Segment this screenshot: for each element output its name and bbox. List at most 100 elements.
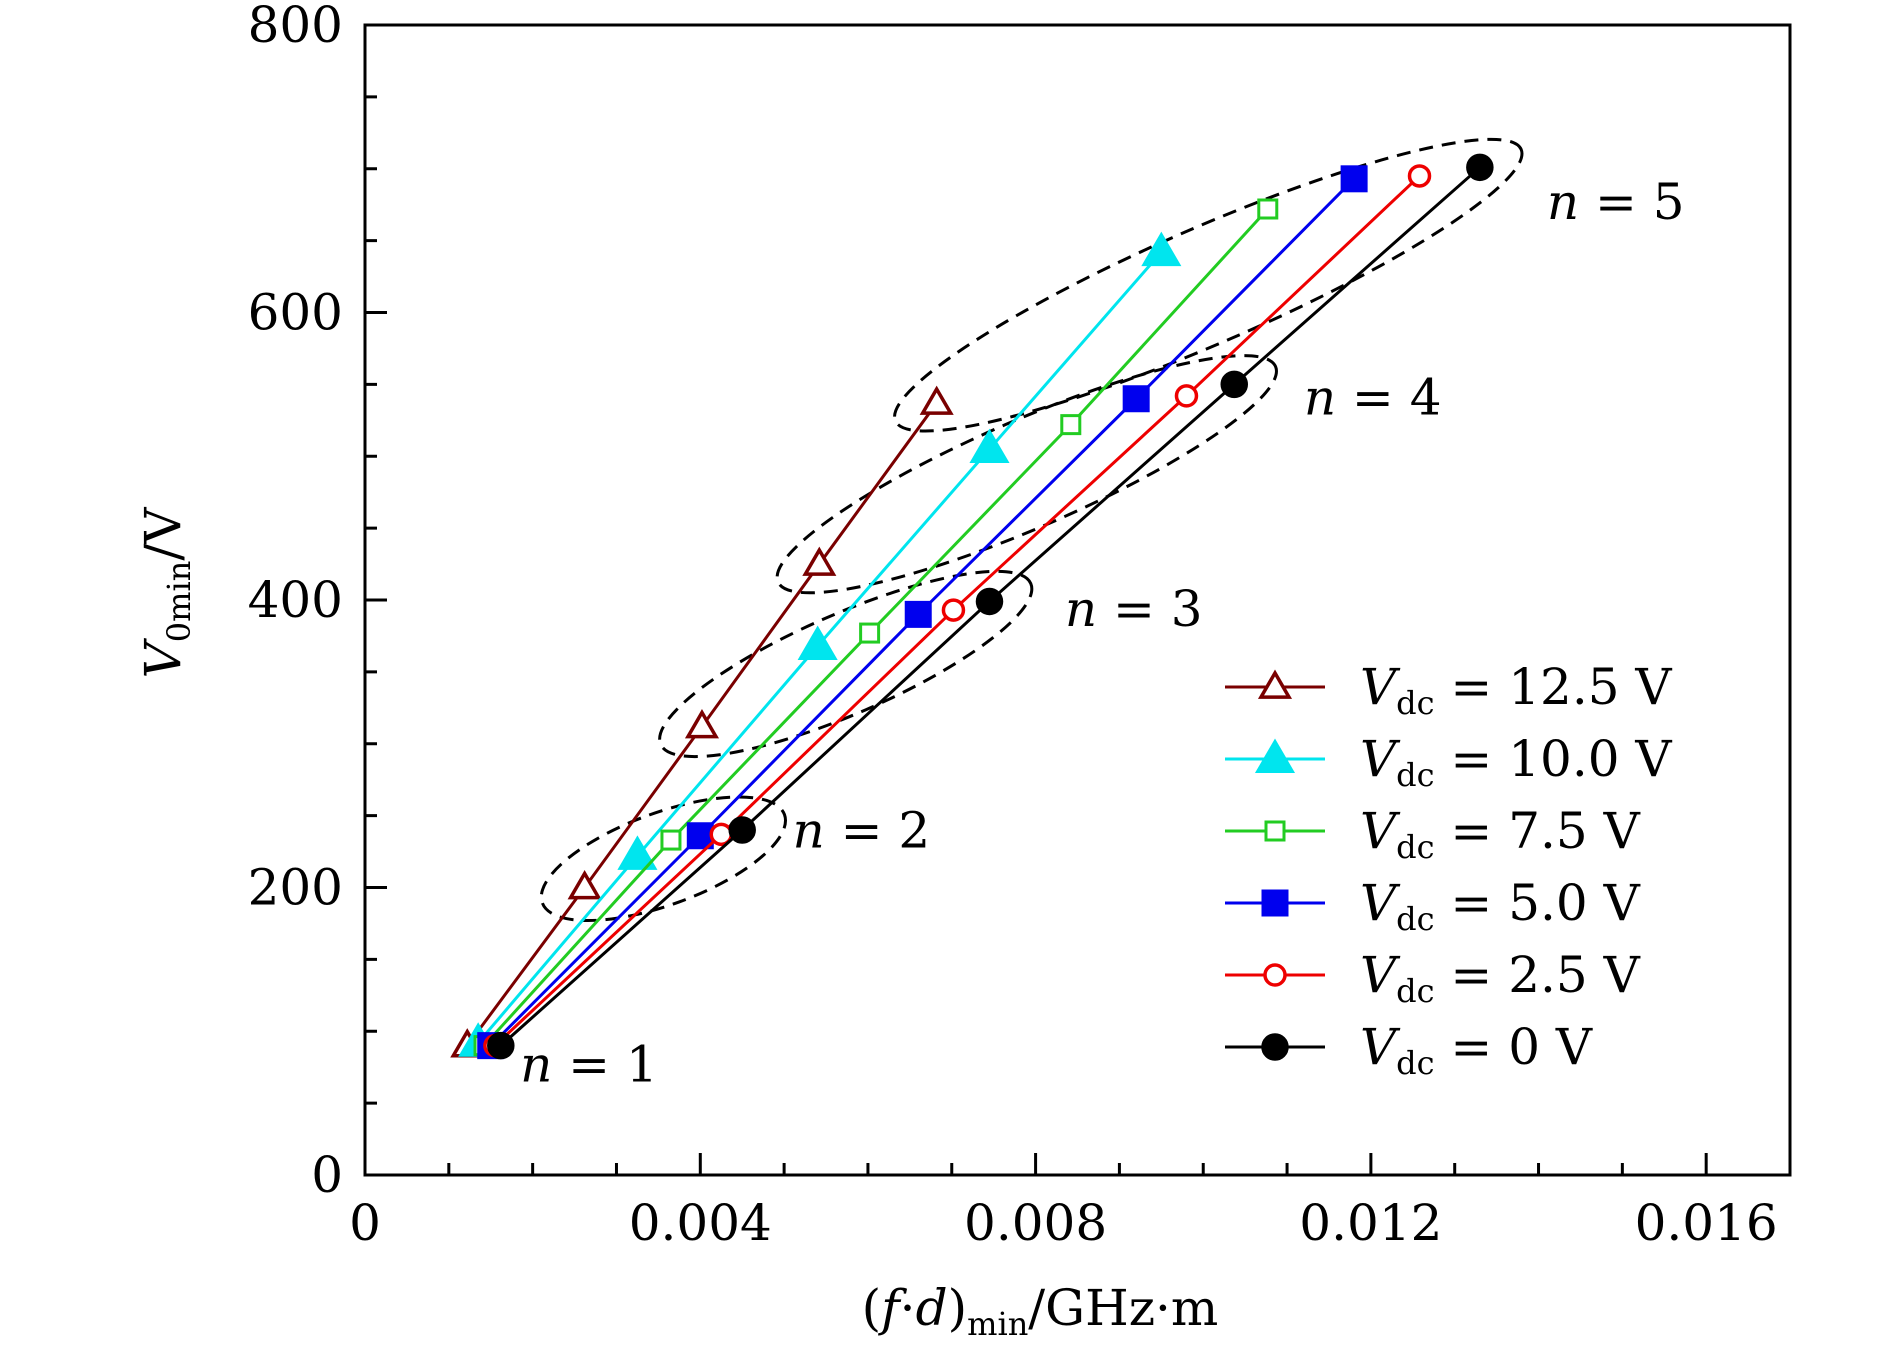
cluster-label-value: = 4 bbox=[1336, 369, 1442, 427]
legend-swatch-marker bbox=[1263, 963, 1287, 987]
legend-label-sub: dc bbox=[1396, 684, 1434, 722]
cluster-label-var: n bbox=[1065, 580, 1097, 638]
legend-label-sub: dc bbox=[1396, 756, 1434, 794]
legend-entry: Vdc = 7.5 V bbox=[1225, 802, 1641, 866]
x-tick-label: 0.012 bbox=[1299, 1194, 1442, 1252]
cluster-label: n = 1 bbox=[520, 1036, 658, 1094]
cluster-outline-n5 bbox=[893, 137, 1524, 433]
legend-label: Vdc = 7.5 V bbox=[1360, 802, 1641, 866]
cluster-outline-n3 bbox=[658, 569, 1034, 759]
tick-labels: 0 0.004 0.008 0.012 0.016 0 200 400 600 800 bbox=[248, 0, 1778, 1252]
legend-label-var: V bbox=[1360, 946, 1401, 1004]
data-point bbox=[919, 385, 954, 415]
legend-label-var: V bbox=[1360, 802, 1401, 860]
cluster-label-var: n bbox=[793, 801, 825, 859]
legend-label-sub: dc bbox=[1396, 1044, 1434, 1082]
legend-entry: Vdc = 5.0 V bbox=[1225, 874, 1641, 938]
series-5 bbox=[487, 153, 1494, 1060]
legend-label-value: = 10.0 V bbox=[1435, 730, 1673, 788]
series-0 bbox=[450, 385, 954, 1058]
data-point bbox=[1122, 385, 1150, 413]
data-point bbox=[1060, 414, 1082, 436]
y-tick-label: 400 bbox=[248, 571, 343, 629]
y-tick-label: 600 bbox=[248, 284, 343, 342]
data-point bbox=[802, 546, 837, 576]
data-point bbox=[487, 1031, 515, 1060]
series-1 bbox=[458, 231, 1182, 1057]
legend-label-value: = 12.5 V bbox=[1435, 658, 1673, 716]
legend-label-var: V bbox=[1360, 658, 1401, 716]
data-point bbox=[684, 709, 720, 739]
data-point bbox=[617, 835, 658, 870]
cluster-label: n = 2 bbox=[793, 801, 931, 859]
y-tick-label: 0 bbox=[311, 1146, 343, 1204]
plot-frame bbox=[363, 23, 1792, 1177]
cluster-label-value: = 2 bbox=[825, 801, 931, 859]
legend-label-sub: dc bbox=[1396, 828, 1434, 866]
data-point bbox=[567, 870, 602, 900]
data-point bbox=[1340, 165, 1368, 193]
legend-entry: Vdc = 2.5 V bbox=[1225, 946, 1641, 1010]
legend-label-sub: dc bbox=[1396, 972, 1434, 1010]
data-point bbox=[1174, 384, 1199, 408]
data-point bbox=[797, 625, 838, 660]
legend-swatch-marker bbox=[1254, 738, 1296, 773]
legend-entry: Vdc = 12.5 V bbox=[1225, 658, 1672, 722]
y-axis-label: V0min/V bbox=[134, 507, 198, 679]
legend-entry: Vdc = 10.0 V bbox=[1225, 730, 1672, 794]
legend-label: Vdc = 5.0 V bbox=[1360, 874, 1641, 938]
series-layer bbox=[450, 153, 1494, 1060]
series-3 bbox=[477, 165, 1368, 1060]
data-point bbox=[1466, 153, 1494, 182]
legend-label-value: = 5.0 V bbox=[1435, 874, 1641, 932]
x-tick-label: 0.004 bbox=[629, 1194, 772, 1252]
legend-label-sub: dc bbox=[1396, 900, 1434, 938]
x-tick-label: 0.016 bbox=[1635, 1194, 1778, 1252]
data-point bbox=[904, 600, 932, 628]
data-point bbox=[859, 622, 881, 644]
cluster-label-var: n bbox=[1547, 173, 1579, 231]
cluster-label: n = 5 bbox=[1547, 173, 1685, 231]
legend-label-value: = 7.5 V bbox=[1435, 802, 1641, 860]
legend-swatch-marker bbox=[1264, 820, 1286, 842]
cluster-label-var: n bbox=[520, 1036, 552, 1094]
cluster-label-value: = 1 bbox=[552, 1036, 658, 1094]
x-tick-label: 0 bbox=[349, 1194, 381, 1252]
cluster-label-value: = 3 bbox=[1097, 580, 1203, 638]
legend-label-value: = 0 V bbox=[1435, 1018, 1593, 1076]
cluster-label-value: = 5 bbox=[1579, 173, 1685, 231]
series-2 bbox=[473, 198, 1279, 1057]
legend-swatch-marker bbox=[1257, 669, 1293, 699]
legend-label: Vdc = 12.5 V bbox=[1360, 658, 1672, 722]
data-point bbox=[1220, 370, 1248, 399]
legend-label: Vdc = 2.5 V bbox=[1360, 946, 1641, 1010]
data-point bbox=[1141, 231, 1182, 267]
data-point bbox=[1407, 164, 1432, 188]
legend-label: Vdc = 10.0 V bbox=[1360, 730, 1672, 794]
y-tick-label: 800 bbox=[248, 0, 343, 54]
cluster-outline-n4 bbox=[775, 354, 1278, 595]
x-tick-label: 0.008 bbox=[964, 1194, 1107, 1252]
annotations: n = 1n = 2n = 3n = 4n = 5 bbox=[520, 173, 1685, 1094]
data-point bbox=[975, 587, 1004, 616]
cluster-label-var: n bbox=[1304, 369, 1336, 427]
legend-label-value: = 2.5 V bbox=[1435, 946, 1641, 1004]
cluster-outline-n2 bbox=[539, 795, 788, 923]
legend-label-var: V bbox=[1360, 874, 1401, 932]
legend-swatch-marker bbox=[1261, 889, 1289, 917]
cluster-label: n = 3 bbox=[1065, 580, 1203, 638]
data-point bbox=[1257, 198, 1279, 220]
legend-label-var: V bbox=[1360, 1018, 1401, 1076]
legend-label-var: V bbox=[1360, 730, 1401, 788]
data-point bbox=[941, 598, 966, 622]
data-point bbox=[660, 829, 682, 851]
data-point bbox=[728, 816, 756, 844]
legend-swatch-marker bbox=[1261, 1033, 1289, 1061]
data-point bbox=[686, 822, 714, 850]
legend-entry: Vdc = 0 V bbox=[1225, 1018, 1593, 1082]
data-point bbox=[969, 428, 1010, 464]
cluster-label: n = 4 bbox=[1304, 369, 1442, 427]
series-4 bbox=[483, 164, 1432, 1058]
